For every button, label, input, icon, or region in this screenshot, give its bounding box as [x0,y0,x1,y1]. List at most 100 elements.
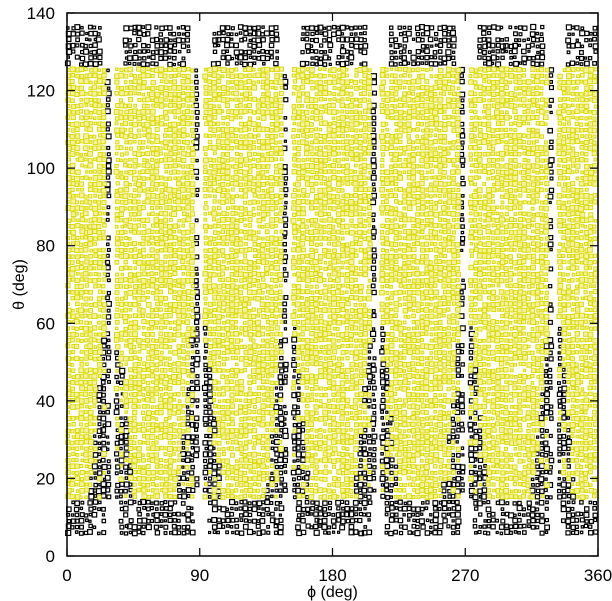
dark-point [203,362,208,368]
dark-point [273,25,279,31]
dark-point [486,55,491,61]
yellow-point [149,108,156,115]
dark-point [118,488,124,494]
dark-point [71,500,76,505]
dark-point [184,457,191,464]
yellow-point [310,325,315,331]
yellow-point [145,373,150,379]
dark-point [105,421,112,428]
yellow-point [306,169,310,174]
yellow-point [181,91,186,96]
dark-point [304,60,310,66]
yellow-point [101,265,107,271]
yellow-point [140,169,146,175]
yellow-point [71,471,75,475]
yellow-point [75,428,80,433]
yellow-point [149,259,156,266]
yellow-point [166,278,173,284]
yellow-point [265,428,270,432]
dark-point [282,451,289,457]
dark-point [137,511,142,517]
dark-point [560,518,566,524]
dark-point [119,446,123,451]
yellow-point [136,373,142,379]
yellow-point [256,80,261,84]
dark-point [380,338,385,343]
yellow-point [171,126,178,133]
dark-point [388,517,395,523]
yellow-point [100,218,106,224]
yellow-point [74,470,80,476]
yellow-point [123,242,129,248]
yellow-point [261,338,265,343]
yellow-point [92,134,97,139]
yellow-point [217,284,223,290]
dark-point [146,43,151,49]
dark-point [429,525,433,530]
dark-point [230,506,234,511]
yellow-point [176,392,181,397]
yellow-point [226,368,230,373]
dark-point [385,495,391,500]
yellow-point [87,367,93,373]
dark-point [176,524,182,530]
dark-point [71,49,76,54]
yellow-point [158,307,163,312]
yellow-point [185,212,190,217]
dark-point [273,530,279,535]
dark-point [291,344,296,350]
yellow-point [101,302,107,308]
dark-point [379,403,386,410]
yellow-point [238,398,243,403]
yellow-point [292,309,297,313]
yellow-point [96,98,101,103]
dark-series [64,23,599,537]
dark-point [455,361,460,367]
yellow-point [97,349,103,355]
dark-point [261,500,266,505]
dark-point [177,32,182,36]
yellow-point [177,434,182,439]
yellow-point [91,84,97,90]
yellow-point [181,294,188,301]
dark-point [106,86,111,90]
dark-point [185,524,191,530]
yellow-point [149,350,155,356]
yellow-point [203,265,209,271]
dark-point [167,25,173,31]
dark-point [332,530,336,534]
dark-point [371,379,376,385]
yellow-point [158,409,164,416]
dark-point [167,505,173,512]
dark-point [477,476,483,482]
yellow-point [292,152,296,157]
dark-point [562,379,567,384]
dark-point [469,338,473,342]
yellow-point [69,494,75,500]
dark-point [186,387,191,391]
yellow-point [292,241,296,246]
dark-point [66,518,72,524]
dark-point [481,469,488,476]
dark-point [543,373,549,378]
yellow-point [93,260,99,266]
dark-point [319,43,324,48]
yellow-point [295,198,302,205]
dark-point [264,499,271,506]
yellow-point [137,193,141,198]
dark-point [95,36,102,43]
yellow-point [186,253,191,259]
dark-point [477,439,483,446]
yellow-point [299,344,306,350]
dark-point [270,446,275,451]
yellow-point [167,445,173,452]
yellow-point [251,451,258,458]
yellow-point [84,218,88,223]
dark-point [574,524,579,529]
yellow-point [88,469,94,475]
yellow-point [216,440,222,446]
yellow-point [189,259,195,265]
dark-point [424,530,431,536]
dark-point [177,482,181,487]
dark-point [530,23,537,31]
